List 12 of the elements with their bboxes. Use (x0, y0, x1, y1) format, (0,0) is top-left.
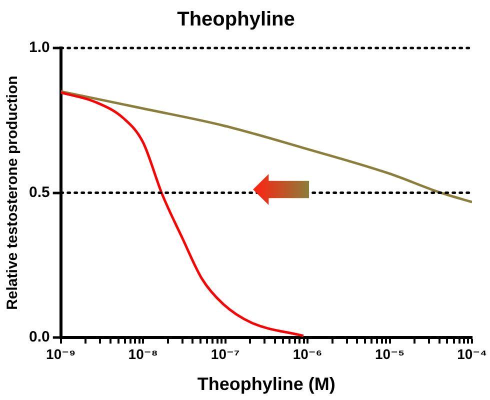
x-tick-label: 10⁻⁹ (46, 346, 76, 362)
x-tick-label: 10⁻⁴ (457, 346, 488, 362)
chart-title: Theophyline (177, 8, 295, 31)
x-tick-label: 10⁻⁶ (292, 346, 322, 362)
x-tick-label: 10⁻⁷ (210, 346, 240, 362)
y-tick-label: 0.5 (28, 184, 50, 201)
y-tick-label: 0.0 (28, 328, 50, 346)
y-axis-title: Relative testosterone production (4, 76, 22, 310)
y-tick-label: 1.0 (28, 39, 50, 56)
x-tick-label: 10⁻⁸ (128, 346, 158, 362)
x-axis-title: Theophyline (M) (197, 374, 336, 394)
x-tick-label: 10⁻⁵ (374, 346, 405, 362)
